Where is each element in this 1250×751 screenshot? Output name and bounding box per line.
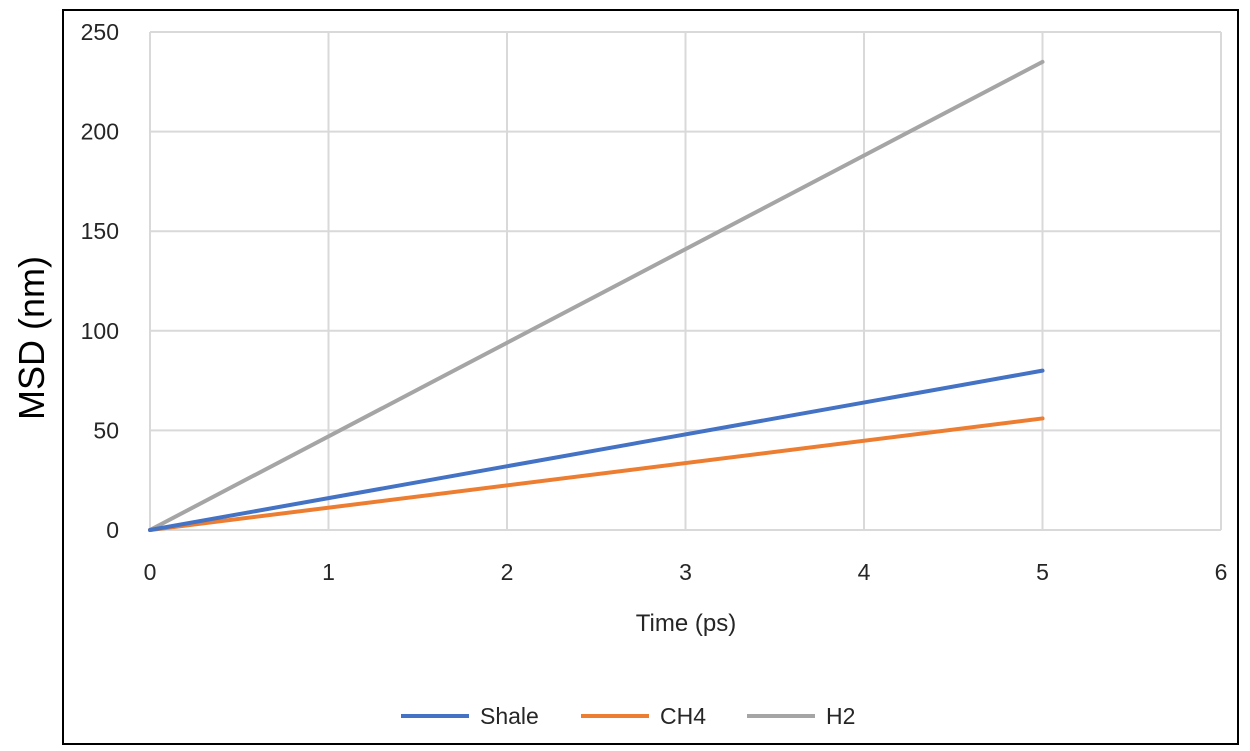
y-tick-label-0: 0 xyxy=(106,517,119,543)
legend-label-shale: Shale xyxy=(480,703,539,729)
series-line-ch4 xyxy=(148,416,1045,532)
x-tick-label-4: 4 xyxy=(858,559,871,585)
y-tick-label-250: 250 xyxy=(81,19,119,45)
x-axis-title: Time (ps) xyxy=(636,610,736,637)
x-tick-label-0: 0 xyxy=(144,559,157,585)
legend-label-ch4: CH4 xyxy=(660,703,706,729)
y-tick-label-100: 100 xyxy=(81,318,119,344)
x-tick-label-2: 2 xyxy=(501,559,514,585)
series-line-h2 xyxy=(148,59,1045,532)
y-tick-label-50: 50 xyxy=(93,417,119,443)
legend: Shale CH4 H2 xyxy=(401,703,855,729)
y-axis-title: MSD (nm) xyxy=(11,256,52,420)
grid xyxy=(149,31,1222,531)
x-tick-label-3: 3 xyxy=(679,559,692,585)
x-tick-label-6: 6 xyxy=(1215,559,1228,585)
x-tick-label-1: 1 xyxy=(322,559,335,585)
y-tick-label-200: 200 xyxy=(81,119,119,145)
x-tick-label-5: 5 xyxy=(1036,559,1049,585)
y-axis-ticks: 0 50 100 150 200 250 xyxy=(81,19,119,543)
legend-label-h2: H2 xyxy=(826,703,855,729)
series-line-shale xyxy=(148,368,1045,532)
y-tick-label-150: 150 xyxy=(81,218,119,244)
series-group xyxy=(148,59,1045,532)
x-axis-ticks: 0 1 2 3 4 5 6 xyxy=(144,559,1228,585)
